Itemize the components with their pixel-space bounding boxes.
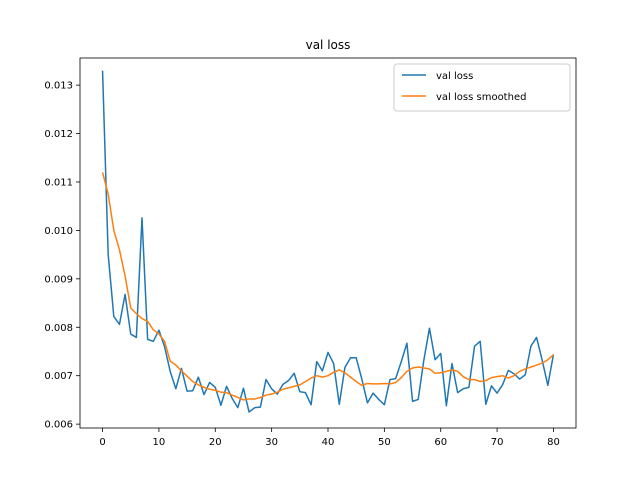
x-tick-label: 40 (322, 437, 335, 448)
y-tick-label: 0.009 (44, 274, 73, 285)
series-line-2 (101, 172, 554, 401)
x-tick-label: 80 (547, 437, 560, 448)
x-tick-label: 10 (153, 437, 166, 448)
chart-title: val loss (306, 38, 351, 52)
x-axis-ticks: 0 10 20 30 40 50 60 70 80 (99, 428, 560, 448)
legend: val loss val loss smoothed (393, 63, 571, 112)
plot-frame (79, 57, 577, 429)
axes (79, 57, 577, 429)
y-axis-ticks: 0.006 0.007 0.008 0.009 0.010 0.011 0.012 0.013 (44, 81, 80, 431)
x-tick-label: 60 (434, 437, 447, 448)
x-tick-label: 20 (209, 437, 222, 448)
y-tick-label: 0.012 (44, 129, 73, 140)
y-tick-label: 0.010 (44, 226, 73, 237)
y-tick-label: 0.007 (44, 371, 73, 382)
x-tick-label: 50 (378, 437, 391, 448)
y-tick-label: 0.011 (44, 177, 73, 188)
x-tick-label: 30 (265, 437, 278, 448)
plot-lines (101, 70, 555, 413)
x-tick-label: 70 (491, 437, 504, 448)
y-tick-label: 0.006 (44, 420, 73, 431)
y-tick-label: 0.008 (44, 323, 73, 334)
legend-label-2: val loss smoothed (436, 92, 526, 103)
y-tick-label: 0.013 (44, 81, 73, 92)
x-tick-label: 0 (99, 437, 105, 448)
series-line-1 (101, 70, 555, 413)
legend-label-1: val loss (436, 71, 473, 82)
legend-box (393, 63, 571, 112)
